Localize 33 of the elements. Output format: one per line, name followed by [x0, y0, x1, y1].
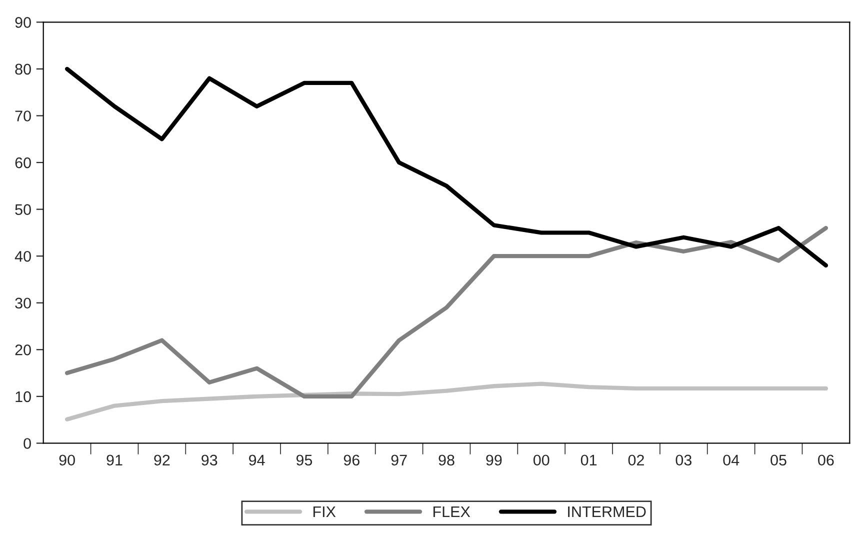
x-tick-label: 94	[249, 454, 265, 466]
x-tick-label: 98	[438, 454, 454, 466]
x-tick-label: 95	[296, 454, 312, 466]
x-tick-label: 00	[533, 454, 550, 466]
y-tick-label: 50	[15, 204, 31, 215]
legend-label: INTERMED	[568, 506, 646, 518]
legend-label: FIX	[313, 506, 336, 518]
line-series	[64, 382, 828, 422]
line-series	[64, 66, 828, 268]
x-tick-label: 97	[391, 454, 407, 466]
x-tick-label: 96	[344, 454, 360, 466]
y-tick-label: 90	[15, 17, 31, 28]
y-tick-label: 30	[15, 298, 31, 309]
y-tick-label: 20	[15, 344, 31, 356]
y-tick-label: 80	[15, 64, 31, 75]
legend-label: FLEX	[433, 506, 470, 518]
y-tick-label: 10	[16, 391, 31, 402]
x-tick-label: 91	[106, 454, 122, 466]
x-tick-label: 02	[628, 454, 644, 466]
y-tick-label: 40	[14, 250, 31, 262]
x-tick-label: 05	[770, 454, 786, 466]
x-tick-label: 03	[676, 454, 692, 466]
x-tick-label: 93	[202, 454, 218, 466]
x-tick-label: 04	[723, 454, 740, 466]
y-tick-label: 60	[15, 157, 31, 168]
x-tick-label: 06	[818, 454, 834, 466]
y-tick-label: 0	[24, 438, 31, 449]
x-tick-label: 92	[154, 454, 170, 466]
line-series	[64, 226, 828, 399]
y-tick-label: 70	[15, 110, 31, 122]
x-tick-label: 90	[59, 454, 75, 466]
x-tick-label: 01	[580, 454, 597, 466]
x-tick-label: 99	[486, 454, 502, 466]
